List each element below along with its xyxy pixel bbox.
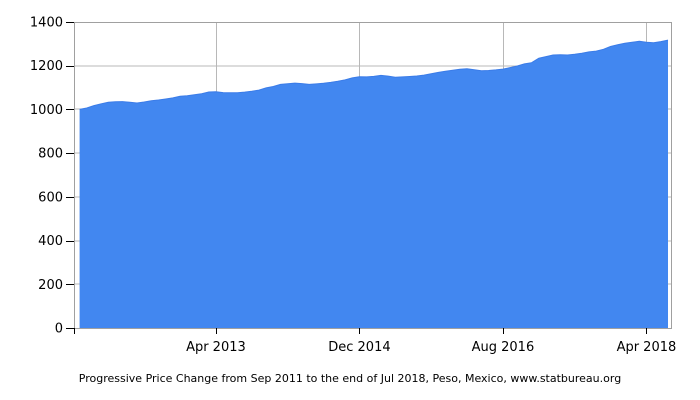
y-axis-label-1400: 1400	[30, 16, 63, 31]
x-axis-label-apr-2018: Apr 2018	[617, 340, 677, 355]
plot-border	[74, 22, 672, 329]
y-axis-label-800: 800	[38, 147, 63, 162]
price-area-series	[79, 40, 669, 328]
y-axis-label-0: 0	[55, 322, 63, 337]
x-axis-label-apr-2013: Apr 2013	[186, 340, 246, 355]
y-axis-label-400: 400	[38, 234, 63, 249]
price-area-edge	[79, 39, 669, 110]
y-axis-label-1000: 1000	[30, 103, 63, 118]
x-axis-label-dec-2014: Dec 2014	[328, 340, 390, 355]
y-axis-label-600: 600	[38, 190, 63, 205]
y-axis-label-1200: 1200	[30, 59, 63, 74]
chart-caption: Progressive Price Change from Sep 2011 t…	[78, 372, 622, 385]
y-axis-label-200: 200	[38, 278, 63, 293]
x-axis-label-aug-2016: Aug 2016	[472, 340, 535, 355]
